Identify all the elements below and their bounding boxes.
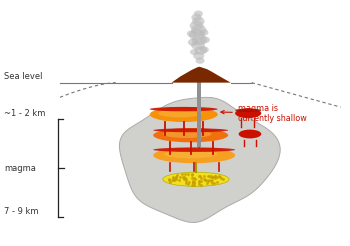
Ellipse shape (158, 109, 202, 117)
Text: Sea level: Sea level (4, 72, 43, 81)
Ellipse shape (153, 128, 228, 132)
Circle shape (188, 39, 198, 46)
Text: ~1 - 2 km: ~1 - 2 km (4, 109, 46, 118)
Circle shape (199, 29, 209, 36)
Ellipse shape (235, 108, 261, 112)
Circle shape (190, 49, 198, 55)
Circle shape (192, 34, 207, 45)
Circle shape (191, 14, 202, 21)
Circle shape (191, 40, 205, 50)
Ellipse shape (150, 107, 218, 111)
Polygon shape (172, 67, 231, 83)
Circle shape (200, 36, 210, 43)
Circle shape (200, 46, 209, 53)
Ellipse shape (153, 128, 228, 142)
Ellipse shape (163, 172, 229, 186)
Text: magma is
currently shallow: magma is currently shallow (221, 104, 307, 123)
Circle shape (187, 30, 197, 37)
Polygon shape (119, 97, 280, 222)
Ellipse shape (163, 130, 211, 138)
Ellipse shape (153, 148, 235, 152)
Circle shape (192, 17, 205, 26)
Ellipse shape (235, 108, 261, 118)
Ellipse shape (150, 107, 218, 122)
Circle shape (189, 29, 205, 41)
Text: 7 - 9 km: 7 - 9 km (4, 207, 39, 216)
Ellipse shape (164, 150, 217, 158)
Circle shape (196, 58, 205, 64)
Ellipse shape (153, 147, 235, 163)
Ellipse shape (239, 130, 261, 138)
Circle shape (194, 11, 203, 17)
Circle shape (195, 46, 207, 55)
Circle shape (193, 52, 204, 60)
Text: magma: magma (4, 164, 36, 173)
Circle shape (190, 21, 204, 31)
Circle shape (191, 25, 206, 35)
